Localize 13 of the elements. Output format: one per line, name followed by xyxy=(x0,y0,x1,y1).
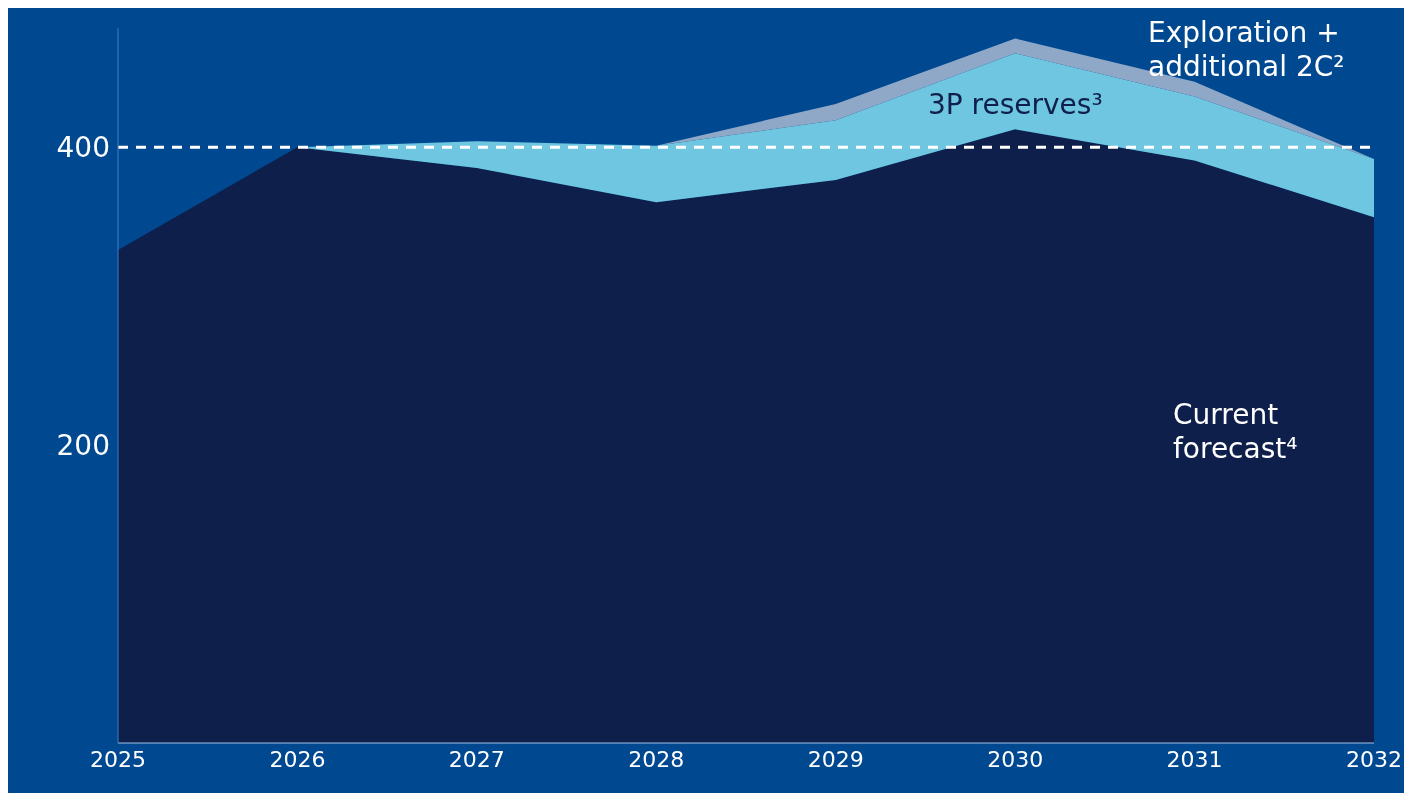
x-tick-label: 2032 xyxy=(1346,746,1402,772)
x-tick-label: 2030 xyxy=(987,746,1044,772)
x-tick-label: 2028 xyxy=(628,746,685,772)
x-tick-label: 2026 xyxy=(269,746,326,772)
series-label: 3P reserves³ xyxy=(928,88,1103,122)
x-tick-label: 2029 xyxy=(807,746,864,772)
y-tick-label: 400 xyxy=(56,131,110,165)
y-tick-label: 200 xyxy=(56,429,110,463)
series-label: Current forecast⁴ xyxy=(1173,398,1298,466)
x-tick-label: 2025 xyxy=(90,746,146,772)
x-tick-label: 2031 xyxy=(1166,746,1223,772)
x-tick-label: 2027 xyxy=(448,746,505,772)
series-label: Exploration + additional 2C² xyxy=(1148,16,1345,84)
